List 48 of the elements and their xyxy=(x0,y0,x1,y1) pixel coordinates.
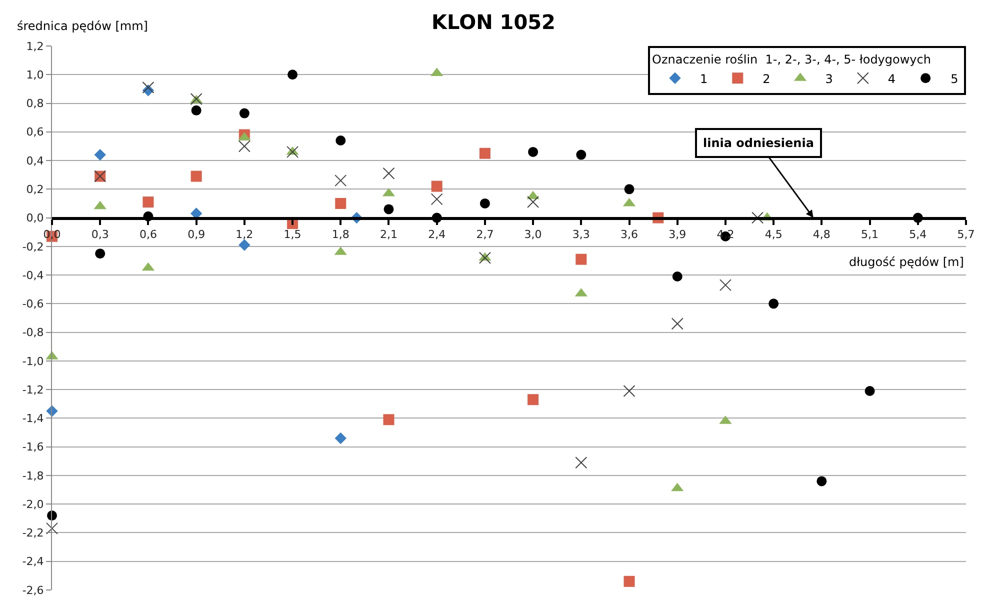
legend-label: 5 xyxy=(950,72,958,86)
y-tick-label: -1,4 xyxy=(22,412,44,426)
x-tick-label: 3,6 xyxy=(620,228,638,241)
legend-label: 3 xyxy=(825,72,833,86)
legend-label: 1 xyxy=(700,72,708,86)
y-tick-label: 0,0 xyxy=(26,212,44,225)
y-tick-label: -1,0 xyxy=(22,354,44,368)
y-tick-label: 1,2 xyxy=(26,40,44,53)
y-tick-label: 0,8 xyxy=(26,97,44,110)
y-tick-label: -0,8 xyxy=(22,326,44,340)
x-tick-label: 4,5 xyxy=(764,228,782,241)
y-tick-label: -2,6 xyxy=(22,584,44,597)
legend-label: 4 xyxy=(888,72,896,86)
y-tick-label: 0,4 xyxy=(26,154,44,168)
y-axis-title: średnica pędów [mm] xyxy=(17,19,148,33)
y-tick-label: -2,2 xyxy=(22,526,44,540)
legend-title: Oznaczenie roślin 1-, 2-, 3-, 4-, 5- łodygowych xyxy=(652,52,931,67)
y-tick-label: -2,4 xyxy=(22,555,44,568)
y-tick-label: -1,8 xyxy=(22,469,44,482)
x-tick-label: 1,5 xyxy=(284,228,302,241)
x-tick-label: 0,6 xyxy=(139,228,157,241)
x-tick-label: 0,9 xyxy=(188,228,206,241)
annotation: linia odniesienia xyxy=(703,136,814,150)
x-tick-label: 5,7 xyxy=(957,228,975,241)
x-tick-label: 5,1 xyxy=(861,228,879,241)
x-tick-label: 3,0 xyxy=(524,228,542,241)
x-tick-label: 1,2 xyxy=(236,228,254,241)
y-tick-label: 0,2 xyxy=(26,183,44,196)
x-tick-label: 4,8 xyxy=(812,228,830,241)
x-tick-label: 3,3 xyxy=(572,228,590,241)
y-tick-label: -2,0 xyxy=(22,498,44,511)
y-tick-label: 1,0 xyxy=(26,68,44,82)
y-tick-label: -0,4 xyxy=(22,268,44,282)
y-tick-label: -1,6 xyxy=(22,440,44,454)
x-tick-label: 5,4 xyxy=(909,228,927,241)
x-tick-label: 2,7 xyxy=(476,228,494,241)
x-tick-label: 2,1 xyxy=(380,228,398,241)
y-tick-label: 0,6 xyxy=(26,126,44,139)
y-tick-label: -0,2 xyxy=(22,240,44,254)
x-axis-title: długość pędów [m] xyxy=(849,255,964,269)
legend-label: 2 xyxy=(762,72,770,86)
x-tick-label: 0,3 xyxy=(91,228,109,241)
y-tick-label: -0,6 xyxy=(22,298,44,311)
x-tick-label: 1,8 xyxy=(332,228,350,241)
x-tick-label: 2,4 xyxy=(428,228,446,241)
y-tick-label: -1,2 xyxy=(22,383,44,396)
chart-title: KLON 1052 xyxy=(432,10,556,34)
x-tick-label: 3,9 xyxy=(668,228,686,241)
